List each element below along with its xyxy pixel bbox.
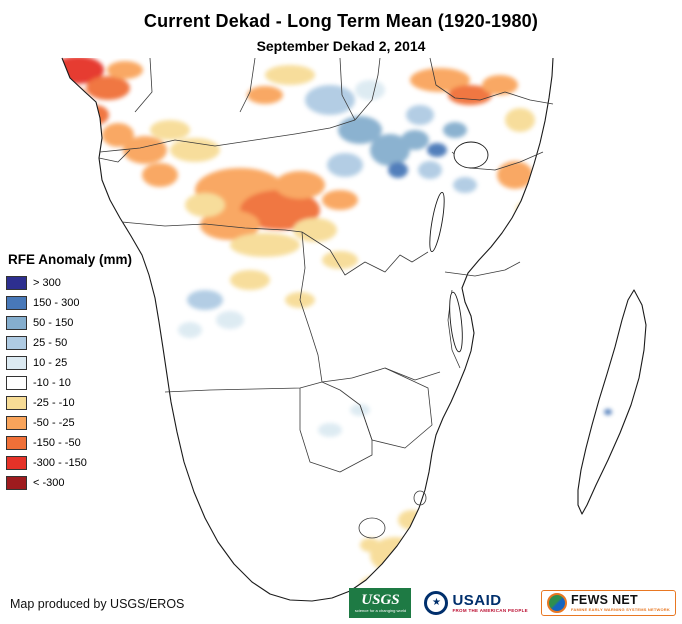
legend-label: -300 - -150 — [33, 457, 87, 469]
legend: RFE Anomaly (mm) > 300 150 - 300 50 - 150 2… — [4, 250, 139, 497]
usgs-wordmark: USGS — [361, 591, 400, 608]
legend-item: 25 - 50 — [6, 333, 132, 353]
legend-label: 10 - 25 — [33, 357, 68, 369]
map-credit: Map produced by USGS/EROS — [10, 597, 185, 611]
legend-label: < -300 — [33, 477, 65, 489]
legend-swatch — [6, 276, 27, 290]
legend-item: 50 - 150 — [6, 313, 132, 333]
usgs-logo: USGS science for a changing world — [349, 588, 412, 618]
legend-label: 50 - 150 — [33, 317, 74, 329]
lake-malawi — [449, 291, 463, 353]
fewsnet-logo: FEWS NET FAMINE EARLY WARNING SYSTEMS NE… — [541, 590, 676, 616]
legend-swatch — [6, 356, 27, 370]
legend-swatch — [6, 376, 27, 390]
legend-item: -300 - -150 — [6, 453, 132, 473]
legend-label: -50 - -25 — [33, 417, 75, 429]
legend-items: > 300 150 - 300 50 - 150 25 - 50 10 - 25 -10 … — [6, 273, 132, 493]
page-title: Current Dekad - Long Term Mean (1920-198… — [143, 11, 539, 31]
legend-title: RFE Anomaly (mm) — [8, 252, 133, 267]
logo-strip: USGS science for a changing world ★ USAI… — [349, 588, 676, 618]
fewsnet-tagline: FAMINE EARLY WARNING SYSTEMS NETWORK — [571, 607, 670, 612]
legend-item: -50 - -25 — [6, 413, 132, 433]
legend-item: -150 - -50 — [6, 433, 132, 453]
legend-swatch — [6, 396, 27, 410]
country-borders — [98, 57, 554, 539]
legend-swatch — [6, 336, 27, 350]
usaid-tagline: FROM THE AMERICAN PEOPLE — [452, 608, 528, 613]
legend-swatch — [6, 456, 27, 470]
usaid-logo: ★ USAID FROM THE AMERICAN PEOPLE — [421, 590, 531, 616]
page-subtitle: September Dekad 2, 2014 — [256, 38, 426, 54]
legend-label: 25 - 50 — [33, 337, 68, 349]
legend-swatch — [6, 296, 27, 310]
coastline — [61, 57, 647, 602]
legend-label: -150 - -50 — [33, 437, 81, 449]
legend-label: 150 - 300 — [33, 297, 80, 309]
header: Current Dekad - Long Term Mean (1920-198… — [0, 0, 682, 54]
legend-item: 150 - 300 — [6, 293, 132, 313]
legend-item: < -300 — [6, 473, 132, 493]
legend-item: > 300 — [6, 273, 132, 293]
usaid-wordmark: USAID — [452, 592, 502, 609]
legend-swatch — [6, 416, 27, 430]
lake-victoria — [453, 141, 489, 169]
globe-icon — [547, 593, 567, 613]
legend-swatch — [6, 436, 27, 450]
legend-item: -10 - 10 — [6, 373, 132, 393]
legend-label: > 300 — [33, 277, 61, 289]
lakes — [429, 141, 489, 353]
fewsnet-wordmark: FEWS NET — [571, 593, 638, 607]
lake-tanganyika — [429, 191, 445, 253]
legend-label: -10 - 10 — [33, 377, 71, 389]
usgs-tagline: science for a changing world — [354, 607, 407, 613]
legend-label: -25 - -10 — [33, 397, 75, 409]
usaid-seal-icon: ★ — [424, 591, 449, 615]
legend-item: 10 - 25 — [6, 353, 132, 373]
legend-swatch — [6, 316, 27, 330]
legend-swatch — [6, 476, 27, 490]
legend-item: -25 - -10 — [6, 393, 132, 413]
